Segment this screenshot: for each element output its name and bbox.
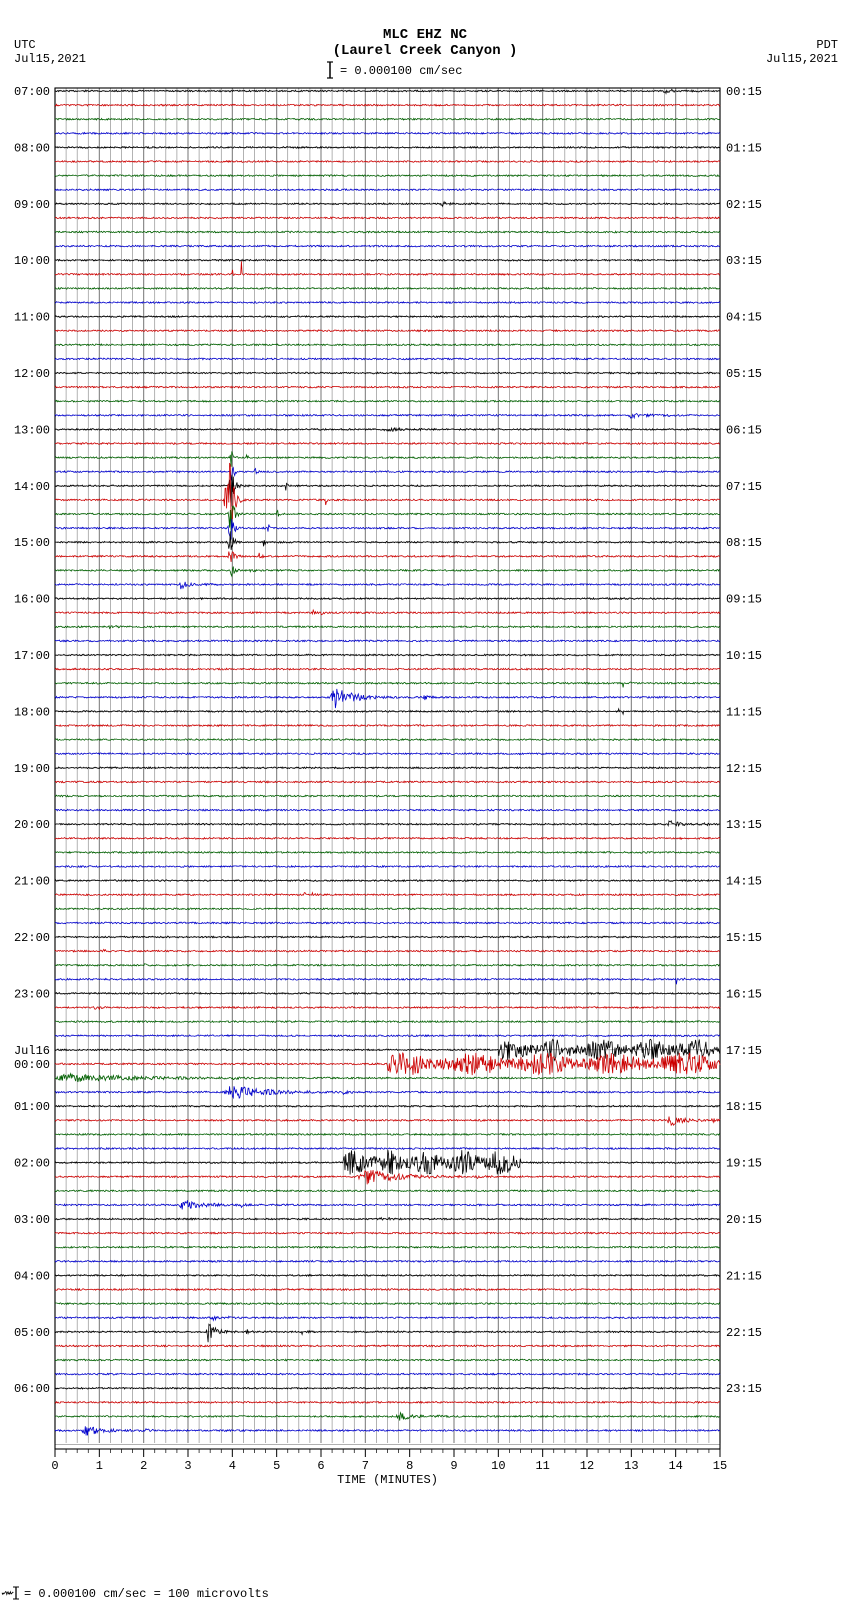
tz-left: UTC bbox=[14, 38, 36, 52]
utc-label: 05:00 bbox=[14, 1326, 50, 1340]
utc-label: 04:00 bbox=[14, 1269, 50, 1283]
pdt-label: 16:15 bbox=[726, 987, 762, 1001]
bg bbox=[0, 0, 850, 1613]
pdt-label: 17:15 bbox=[726, 1044, 762, 1058]
utc-label: 15:00 bbox=[14, 536, 50, 550]
pdt-label: 19:15 bbox=[726, 1157, 762, 1171]
x-tick: 13 bbox=[624, 1459, 638, 1473]
pdt-label: 02:15 bbox=[726, 198, 762, 212]
pdt-label: 14:15 bbox=[726, 875, 762, 889]
x-tick: 2 bbox=[140, 1459, 147, 1473]
utc-label: 17:00 bbox=[14, 649, 50, 663]
utc-label: 19:00 bbox=[14, 762, 50, 776]
pdt-label: 00:15 bbox=[726, 85, 762, 99]
utc-label: 12:00 bbox=[14, 367, 50, 381]
x-tick: 8 bbox=[406, 1459, 413, 1473]
utc-label: 00:00 bbox=[14, 1058, 50, 1072]
x-tick: 11 bbox=[535, 1459, 549, 1473]
tz-right: PDT bbox=[816, 38, 838, 52]
pdt-label: 15:15 bbox=[726, 931, 762, 945]
utc-label: 02:00 bbox=[14, 1157, 50, 1171]
pdt-label: 06:15 bbox=[726, 423, 762, 437]
pdt-label: 04:15 bbox=[726, 311, 762, 325]
scale-label: = 0.000100 cm/sec bbox=[340, 64, 462, 78]
station-line1: MLC EHZ NC bbox=[383, 27, 468, 43]
utc-label: 10:00 bbox=[14, 254, 50, 268]
date-right: Jul15,2021 bbox=[766, 52, 838, 66]
x-tick: 0 bbox=[51, 1459, 58, 1473]
utc-label: 20:00 bbox=[14, 818, 50, 832]
utc-label: 22:00 bbox=[14, 931, 50, 945]
pdt-label: 03:15 bbox=[726, 254, 762, 268]
utc-label: 01:00 bbox=[14, 1100, 50, 1114]
utc-label: 18:00 bbox=[14, 705, 50, 719]
utc-label: 11:00 bbox=[14, 311, 50, 325]
footer-cal-text: = 0.000100 cm/sec = 100 microvolts bbox=[24, 1587, 269, 1601]
x-tick: 7 bbox=[362, 1459, 369, 1473]
x-tick: 1 bbox=[96, 1459, 103, 1473]
pdt-label: 12:15 bbox=[726, 762, 762, 776]
utc-label: Jul16 bbox=[14, 1044, 50, 1058]
pdt-label: 18:15 bbox=[726, 1100, 762, 1114]
pdt-label: 13:15 bbox=[726, 818, 762, 832]
grid bbox=[55, 88, 720, 1449]
x-tick: 12 bbox=[580, 1459, 594, 1473]
date-left: Jul15,2021 bbox=[14, 52, 86, 66]
utc-label: 07:00 bbox=[14, 85, 50, 99]
pdt-label: 21:15 bbox=[726, 1269, 762, 1283]
utc-label: 06:00 bbox=[14, 1382, 50, 1396]
pdt-label: 01:15 bbox=[726, 141, 762, 155]
seismogram-svg: MLC EHZ NC(Laurel Creek Canyon ) = 0.0001… bbox=[0, 0, 850, 1613]
pdt-label: 05:15 bbox=[726, 367, 762, 381]
x-tick: 15 bbox=[713, 1459, 727, 1473]
utc-label: 08:00 bbox=[14, 141, 50, 155]
station-line2: (Laurel Creek Canyon ) bbox=[333, 43, 518, 59]
utc-label: 21:00 bbox=[14, 875, 50, 889]
x-tick: 4 bbox=[229, 1459, 236, 1473]
pdt-label: 11:15 bbox=[726, 705, 762, 719]
x-tick: 10 bbox=[491, 1459, 505, 1473]
pdt-label: 10:15 bbox=[726, 649, 762, 663]
pdt-label: 09:15 bbox=[726, 593, 762, 607]
x-axis-label: TIME (MINUTES) bbox=[337, 1473, 438, 1487]
utc-label: 09:00 bbox=[14, 198, 50, 212]
x-tick: 3 bbox=[184, 1459, 191, 1473]
utc-label: 16:00 bbox=[14, 593, 50, 607]
x-tick: 14 bbox=[668, 1459, 682, 1473]
pdt-label: 07:15 bbox=[726, 480, 762, 494]
x-tick: 5 bbox=[273, 1459, 280, 1473]
pdt-label: 22:15 bbox=[726, 1326, 762, 1340]
pdt-label: 23:15 bbox=[726, 1382, 762, 1396]
utc-label: 14:00 bbox=[14, 480, 50, 494]
utc-label: 13:00 bbox=[14, 423, 50, 437]
utc-label: 03:00 bbox=[14, 1213, 50, 1227]
x-tick: 9 bbox=[450, 1459, 457, 1473]
utc-label: 23:00 bbox=[14, 987, 50, 1001]
pdt-label: 20:15 bbox=[726, 1213, 762, 1227]
x-tick: 6 bbox=[317, 1459, 324, 1473]
pdt-label: 08:15 bbox=[726, 536, 762, 550]
